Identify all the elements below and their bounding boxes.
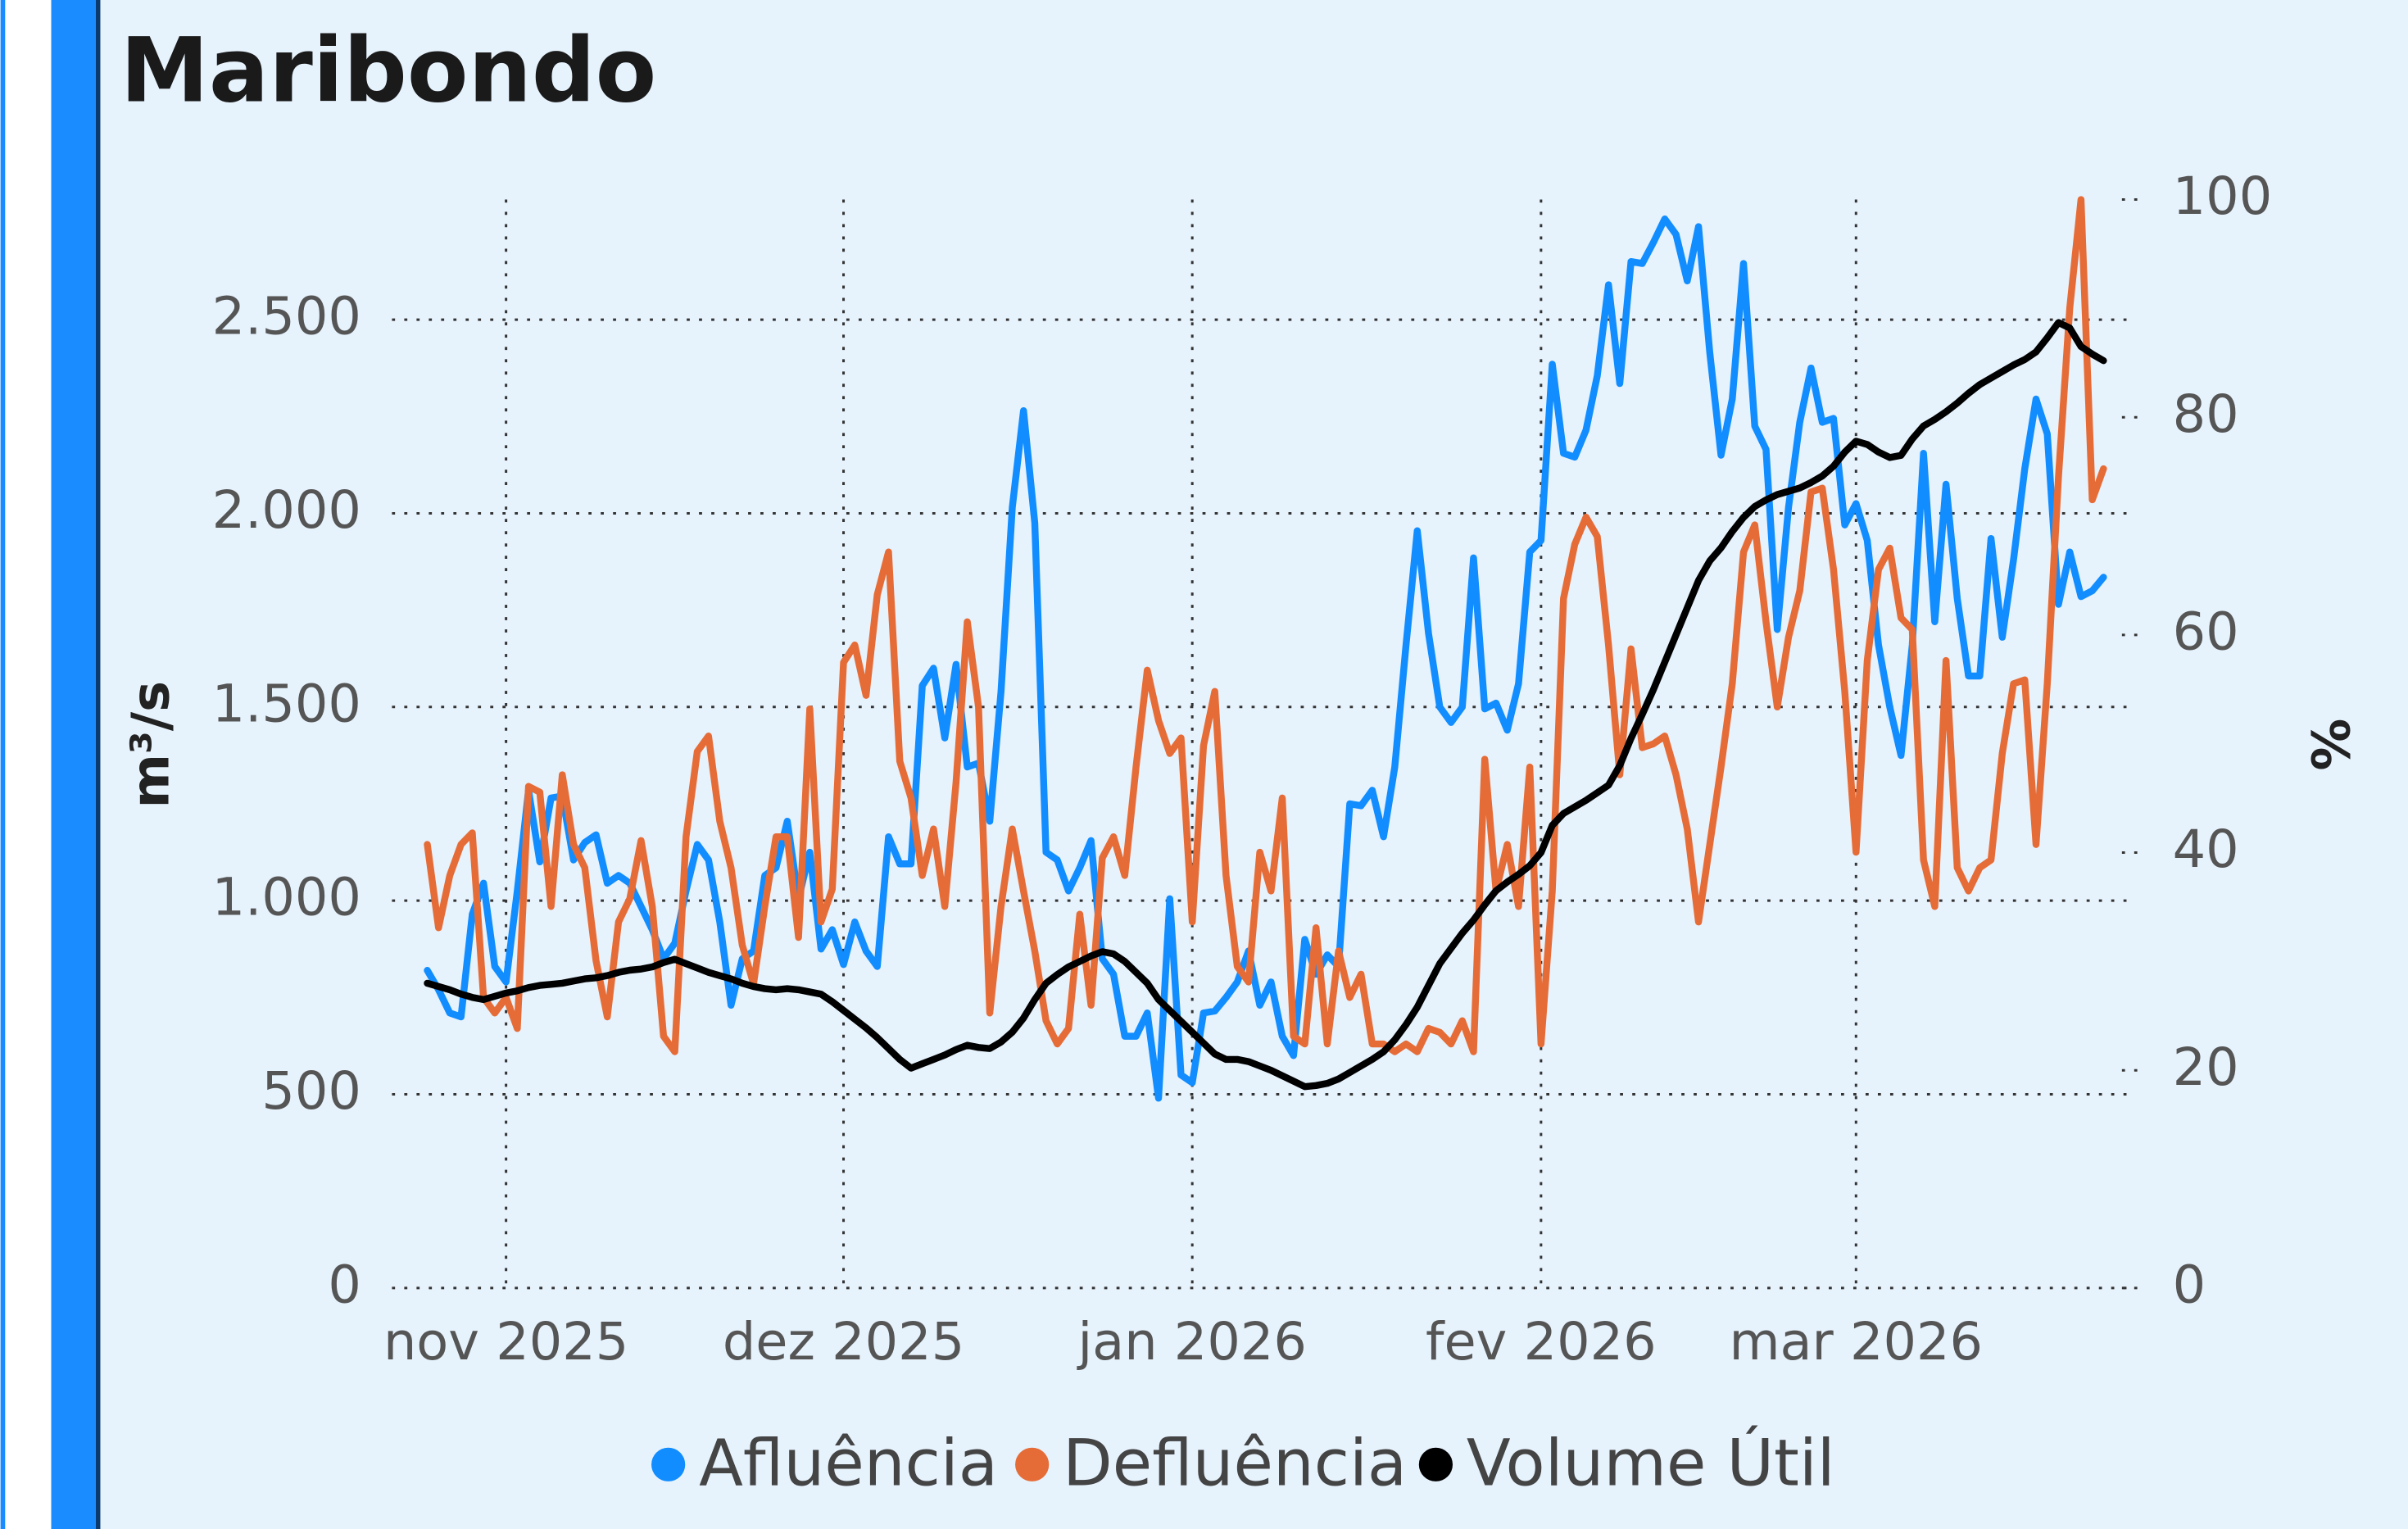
x-tick-label: nov 2025 (383, 1312, 628, 1372)
series-line (424, 215, 2107, 1102)
x-tick-label: mar 2026 (1730, 1312, 1984, 1372)
y-tick-label: 2.000 (212, 480, 361, 541)
y2-tick-label: 80 (2173, 384, 2239, 445)
y2-tick-label: 60 (2173, 601, 2239, 662)
series-line (424, 319, 2107, 1091)
y-tick-label: 1.000 (212, 868, 361, 928)
legend-label: Afluência (699, 1426, 998, 1501)
legend-label: Defluência (1063, 1426, 1407, 1501)
y2-tick-label: 0 (2173, 1255, 2206, 1315)
legend-label: Volume Útil (1467, 1426, 1835, 1501)
legend-marker (1418, 1447, 1453, 1481)
x-tick-label: fev 2026 (1426, 1312, 1657, 1372)
y2-axis-label: % (2298, 719, 2359, 771)
chart-title: Maribondo (120, 18, 656, 122)
side-bar (51, 0, 96, 1529)
series-line (424, 196, 2107, 1055)
y2-tick-label: 40 (2173, 819, 2239, 880)
y-tick-label: 500 (261, 1061, 361, 1122)
y2-tick-label: 100 (2173, 166, 2273, 227)
x-tick-label: dez 2025 (723, 1312, 964, 1372)
y2-tick-label: 20 (2173, 1037, 2239, 1098)
x-tick-label: jan 2026 (1076, 1312, 1306, 1372)
y-axis-label: m³/s (121, 681, 182, 808)
side-bar-edge (95, 0, 101, 1529)
y-tick-label: 0 (328, 1255, 361, 1315)
legend-marker (1015, 1447, 1050, 1481)
side-strip (0, 0, 52, 1529)
legend-marker (651, 1447, 686, 1481)
y-tick-label: 2.500 (212, 287, 361, 347)
side-edge (0, 0, 6, 1529)
y-tick-label: 1.500 (212, 674, 361, 734)
